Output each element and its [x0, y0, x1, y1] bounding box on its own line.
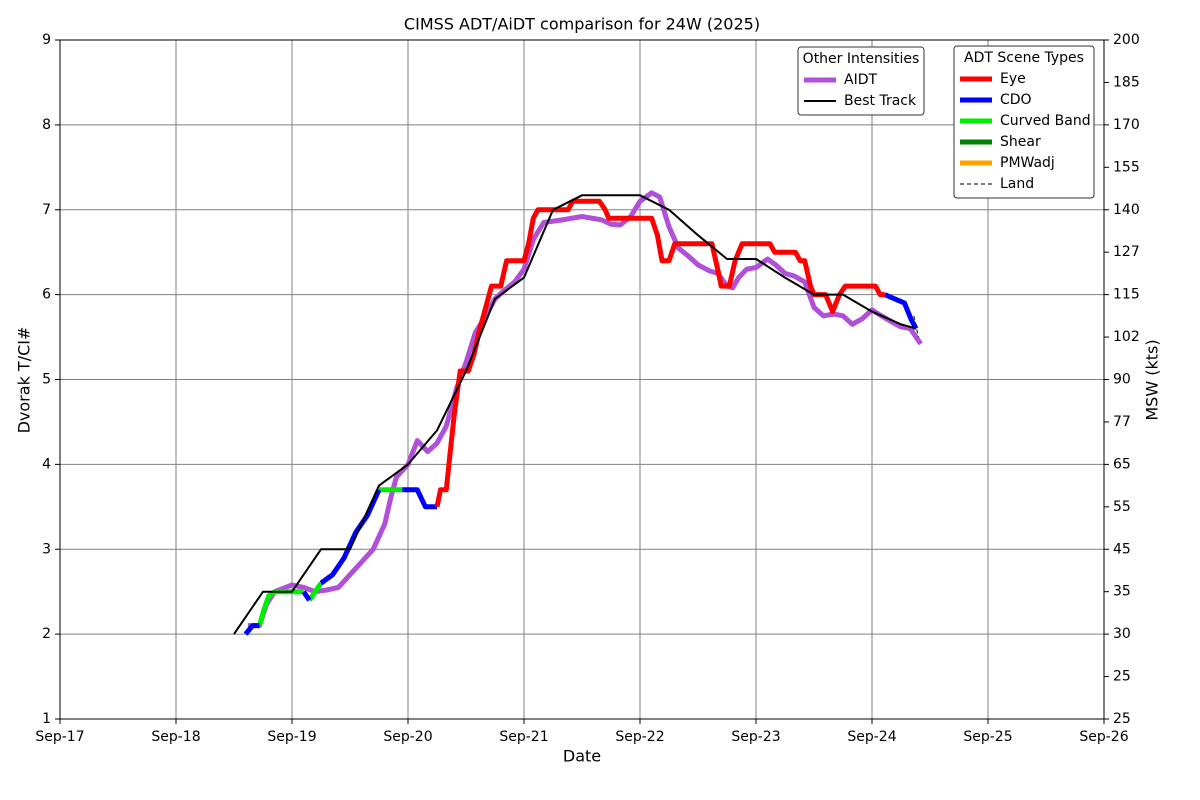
x-tick-label: Sep-17: [35, 729, 84, 745]
y2-tick-label: 77: [1113, 414, 1131, 430]
legend-label: Land: [1000, 176, 1034, 192]
y2-tick-label: 185: [1113, 74, 1140, 90]
legend-title: ADT Scene Types: [964, 50, 1084, 66]
y2-tick-label: 90: [1113, 372, 1131, 388]
y-tick-label: 5: [42, 372, 51, 388]
x-axis-label: Date: [563, 747, 601, 766]
legend-label: Best Track: [844, 93, 917, 109]
x-tick-label: Sep-21: [499, 729, 548, 745]
y2-tick-label: 140: [1113, 202, 1140, 218]
x-tick-label: Sep-19: [267, 729, 316, 745]
y2-tick-label: 65: [1113, 456, 1131, 472]
y2-tick-label: 45: [1113, 541, 1131, 557]
x-tick-label: Sep-23: [731, 729, 780, 745]
y2-tick-label: 170: [1113, 117, 1140, 133]
series-line: [257, 487, 403, 627]
y2-tick-label: 127: [1113, 244, 1140, 260]
y2-tick-label: 35: [1113, 584, 1131, 600]
series-line: [233, 194, 917, 635]
x-tick-label: Sep-25: [963, 729, 1012, 745]
plot-frame: [59, 39, 1105, 720]
y-tick-label: 7: [42, 202, 51, 218]
x-tick-label: Sep-20: [383, 729, 432, 745]
legend-label: AIDT: [844, 72, 877, 88]
y-axis-label: Dvorak T/CI#: [15, 327, 34, 434]
y2-tick-label: 115: [1113, 287, 1140, 303]
y-tick-label: 8: [42, 117, 51, 133]
y-tick-label: 3: [42, 541, 51, 557]
y2-tick-label: 102: [1113, 329, 1140, 345]
legend-title: Other Intensities: [803, 51, 920, 67]
y-tick-label: 6: [42, 287, 51, 303]
legend-label: Eye: [1000, 71, 1026, 87]
series-line: [434, 198, 885, 508]
y2-axis-label: MSW (kts): [1143, 339, 1162, 420]
legend-label: Shear: [1000, 134, 1041, 150]
chart-title: CIMSS ADT/AiDT comparison for 24W (2025): [404, 15, 760, 34]
x-tick-label: Sep-24: [847, 729, 896, 745]
y-tick-label: 1: [42, 711, 51, 727]
x-tick-label: Sep-26: [1079, 729, 1128, 745]
legend-box: [953, 45, 1095, 199]
y2-tick-label: 200: [1113, 32, 1140, 48]
y2-tick-label: 30: [1113, 626, 1131, 642]
y2-tick-label: 25: [1113, 711, 1131, 727]
legend-box: [797, 46, 925, 116]
series-line: [243, 292, 919, 636]
series-line: [913, 315, 919, 338]
legend-label: Curved Band: [1000, 113, 1091, 129]
y2-tick-label: 55: [1113, 499, 1131, 515]
y2-tick-label: 25: [1113, 669, 1131, 685]
y2-tick-label: 155: [1113, 159, 1140, 175]
y-tick-label: 2: [42, 626, 51, 642]
legend-label: CDO: [1000, 92, 1032, 108]
legend-label: PMWadj: [1000, 155, 1055, 171]
x-tick-label: Sep-22: [615, 729, 664, 745]
x-tick-label: Sep-18: [151, 729, 200, 745]
y-tick-label: 4: [42, 456, 51, 472]
y-tick-label: 9: [42, 32, 51, 48]
series-line: [247, 190, 923, 629]
